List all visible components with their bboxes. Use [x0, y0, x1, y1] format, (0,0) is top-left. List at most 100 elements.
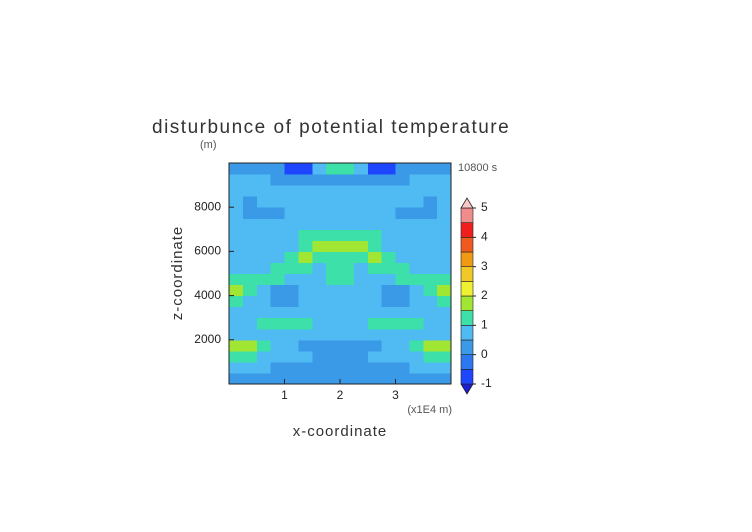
contour-cell: [409, 185, 424, 197]
contour-cell: [367, 251, 383, 263]
contour-cell: [312, 295, 327, 308]
contour-cell: [242, 328, 258, 341]
contour-cell: [437, 328, 452, 341]
contour-cell: [298, 207, 313, 219]
contour-cell: [312, 372, 327, 385]
contour-cell: [312, 339, 327, 352]
x-tick-label: 1: [281, 388, 288, 402]
contour-cell: [381, 185, 396, 197]
contour-cell: [242, 361, 258, 374]
contour-cell: [423, 306, 438, 319]
contour-cell: [381, 350, 396, 363]
contour-cell: [437, 196, 452, 208]
contour-cell: [395, 295, 410, 308]
contour-cell: [437, 273, 452, 286]
contour-cell: [298, 185, 313, 197]
contour-cell: [256, 350, 272, 363]
contour-cell: [312, 262, 327, 274]
contour-cell: [367, 207, 383, 219]
colorbar-box: [460, 369, 474, 385]
contour-cell: [326, 361, 341, 374]
contour-cell: [367, 361, 383, 374]
contour-cell: [340, 317, 355, 330]
contour-cell: [423, 339, 438, 352]
contour-cell: [353, 196, 369, 208]
contour-cell: [326, 251, 341, 263]
contour-cell: [367, 372, 383, 385]
contour-cell: [395, 317, 410, 330]
contour-cell: [256, 339, 272, 352]
contour-cell: [437, 295, 452, 308]
contour-cell: [326, 317, 341, 330]
contour-cell: [353, 361, 369, 374]
contour-cell: [367, 174, 383, 186]
contour-cell: [353, 306, 369, 319]
contour-cell: [381, 163, 396, 175]
contour-cell: [256, 251, 272, 263]
time-label: 10800 s: [458, 162, 498, 174]
contour-cell: [409, 361, 424, 374]
contour-cell: [340, 273, 355, 286]
contour-cell: [381, 372, 396, 385]
contour-cell: [312, 273, 327, 286]
contour-cell: [229, 317, 244, 330]
contour-cell: [423, 328, 438, 341]
contour-cell: [256, 196, 272, 208]
contour-cell: [270, 328, 285, 341]
contour-cell: [326, 350, 341, 363]
contour-cell: [437, 229, 452, 241]
contour-cell: [423, 207, 438, 219]
contour-cell: [242, 240, 258, 252]
contour-cell: [409, 317, 424, 330]
contour-cell: [367, 295, 383, 308]
contour-cell: [381, 273, 396, 286]
contour-cell: [270, 339, 285, 352]
contour-cell: [256, 328, 272, 341]
contour-cell: [437, 339, 452, 352]
contour-cell: [381, 196, 396, 208]
contour-cell: [242, 350, 258, 363]
contour-cell: [242, 339, 258, 352]
contour-cell: [367, 273, 383, 286]
contour-cell: [270, 185, 285, 197]
contour-cell: [437, 240, 452, 252]
contour-cell: [395, 273, 410, 286]
contour-cell: [437, 372, 452, 385]
colorbar-box: [460, 281, 474, 297]
contour-cell: [326, 185, 341, 197]
contour-cell: [256, 262, 272, 274]
contour-cell: [423, 240, 438, 252]
contour-cell: [395, 350, 410, 363]
contour-cell: [284, 306, 299, 319]
contour-cell: [312, 306, 327, 319]
contour-cell: [242, 262, 258, 274]
contour-cell: [284, 207, 299, 219]
contour-cell: [423, 361, 438, 374]
contour-cell: [326, 328, 341, 341]
contour-cell: [270, 262, 285, 274]
contour-cell: [242, 207, 258, 219]
contour-cell: [298, 240, 313, 252]
contour-cell: [256, 218, 272, 230]
y-tick-label: 8000: [194, 199, 221, 213]
contour-cell: [340, 218, 355, 230]
colorbar-box: [460, 354, 474, 370]
contour-cell: [298, 361, 313, 374]
contour-cell: [284, 339, 299, 352]
contour-cell: [229, 185, 244, 197]
contour-cell: [326, 262, 341, 274]
contour-cell: [409, 339, 424, 352]
contour-cell: [395, 240, 410, 252]
chart-title: disturbunce of potential temperature: [152, 117, 510, 138]
contour-cell: [229, 295, 244, 308]
contour-cell: [353, 317, 369, 330]
contour-cell: [353, 207, 369, 219]
contour-cell: [367, 185, 383, 197]
contour-cell: [340, 306, 355, 319]
contour-cell: [298, 163, 313, 175]
contour-cell: [395, 174, 410, 186]
contour-cell: [312, 185, 327, 197]
contour-cell: [423, 284, 438, 297]
contour-cell: [298, 218, 313, 230]
contour-cell: [312, 284, 327, 297]
